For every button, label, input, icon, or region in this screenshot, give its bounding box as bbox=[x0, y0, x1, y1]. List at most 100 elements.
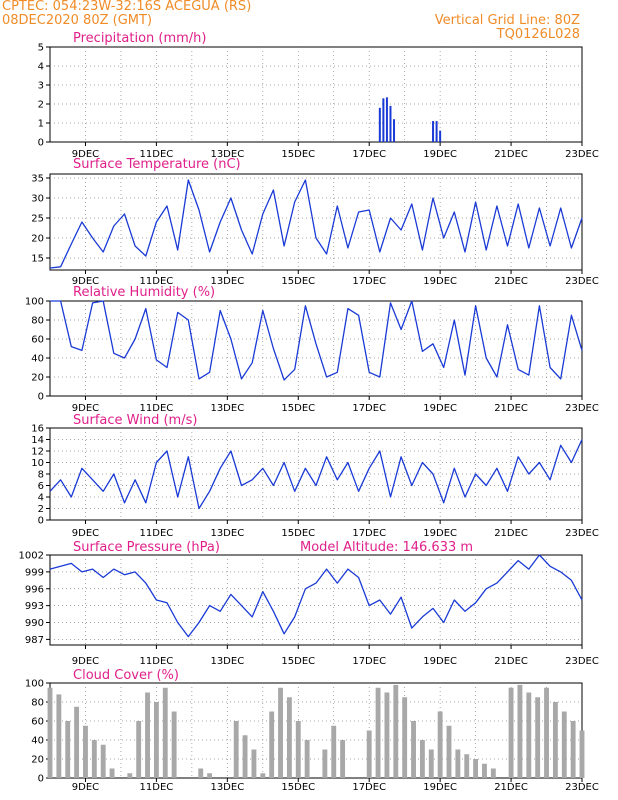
y-tick-label: 60 bbox=[31, 717, 44, 728]
y-tick-label: 20 bbox=[31, 373, 44, 384]
vertical-grid-header: Vertical Grid Line: 80Z bbox=[434, 13, 580, 28]
station-header: CPTEC: 054:23W-32:16S ACEGUA (RS) bbox=[2, 0, 252, 14]
y-tick-label: 2 bbox=[38, 100, 44, 111]
y-tick-label: 4 bbox=[38, 62, 44, 73]
panel-title: Surface Pressure (hPa) bbox=[73, 540, 220, 555]
x-tick-label: 11DEC bbox=[140, 528, 174, 539]
cloud-bar bbox=[393, 684, 399, 778]
x-tick-label: 23DEC bbox=[565, 276, 599, 287]
x-tick-label: 17DEC bbox=[352, 149, 386, 160]
x-tick-label: 11DEC bbox=[140, 276, 174, 287]
x-tick-label: 23DEC bbox=[565, 782, 599, 793]
panel-title: Cloud Cover (%) bbox=[73, 668, 179, 683]
x-tick-label: 21DEC bbox=[494, 528, 528, 539]
x-tick-label: 13DEC bbox=[210, 149, 244, 160]
y-tick-label: 40 bbox=[31, 354, 44, 365]
y-tick-label: 14 bbox=[31, 435, 44, 446]
x-tick-label: 15DEC bbox=[281, 403, 315, 414]
x-tick-label: 9DEC bbox=[72, 149, 99, 160]
x-tick-label: 11DEC bbox=[140, 782, 174, 793]
precip-bar bbox=[432, 121, 435, 142]
panel-title: Surface Wind (m/s) bbox=[73, 413, 197, 428]
cloud-bar bbox=[198, 768, 204, 778]
y-tick-label: 999 bbox=[25, 567, 44, 578]
cloud-bar bbox=[561, 711, 567, 778]
cloud-bar bbox=[100, 744, 106, 778]
x-tick-label: 9DEC bbox=[72, 656, 99, 667]
cloud-bar bbox=[375, 687, 381, 778]
cloud-bar bbox=[473, 759, 479, 778]
cloud-bar bbox=[233, 721, 239, 778]
cloud-bar bbox=[366, 730, 372, 778]
precip-bar bbox=[382, 98, 385, 142]
x-tick-label: 13DEC bbox=[210, 656, 244, 667]
y-tick-label: 100 bbox=[25, 297, 44, 308]
cloud-bar bbox=[508, 687, 514, 778]
series-line bbox=[49, 439, 583, 510]
y-tick-label: 987 bbox=[25, 635, 44, 646]
x-tick-label: 9DEC bbox=[72, 528, 99, 539]
cloud-bar bbox=[47, 687, 53, 778]
y-tick-label: 0 bbox=[38, 392, 44, 403]
precip-bar bbox=[393, 119, 396, 142]
x-tick-label: 13DEC bbox=[210, 403, 244, 414]
y-tick-label: 8 bbox=[38, 470, 44, 481]
cloud-bar bbox=[455, 749, 461, 778]
x-tick-label: 21DEC bbox=[494, 656, 528, 667]
cloud-bar bbox=[535, 697, 541, 778]
x-tick-label: 15DEC bbox=[281, 782, 315, 793]
cloud-bar bbox=[579, 730, 585, 778]
y-tick-label: 1 bbox=[38, 119, 44, 130]
cloud-bar bbox=[544, 687, 549, 778]
y-tick-label: 25 bbox=[31, 214, 44, 225]
cloud-bar bbox=[437, 711, 443, 778]
y-tick-label: 20 bbox=[31, 234, 44, 245]
precip-bar bbox=[435, 121, 438, 142]
cloud-bar bbox=[419, 740, 425, 778]
cloud-bar bbox=[402, 697, 408, 778]
y-tick-label: 990 bbox=[25, 618, 44, 629]
cloud-bar bbox=[56, 694, 62, 778]
cloud-bar bbox=[91, 740, 97, 778]
cloud-bar bbox=[295, 721, 301, 778]
x-tick-label: 21DEC bbox=[494, 149, 528, 160]
y-tick-label: 12 bbox=[31, 447, 44, 458]
y-tick-label: 0 bbox=[38, 138, 44, 149]
cloud-bar bbox=[207, 773, 213, 778]
cloud-bar bbox=[153, 702, 159, 778]
y-tick-label: 60 bbox=[31, 335, 44, 346]
cloud-bar bbox=[127, 773, 133, 778]
x-tick-label: 15DEC bbox=[281, 276, 315, 287]
x-tick-label: 23DEC bbox=[565, 403, 599, 414]
x-tick-label: 19DEC bbox=[423, 403, 457, 414]
y-tick-label: 6 bbox=[38, 481, 44, 492]
y-tick-label: 35 bbox=[31, 174, 44, 185]
cloud-bar bbox=[570, 721, 576, 778]
precip-bar bbox=[439, 130, 442, 142]
panel-frame bbox=[49, 46, 583, 143]
cloud-bar bbox=[65, 721, 71, 778]
x-tick-label: 11DEC bbox=[140, 403, 174, 414]
y-tick-label: 2 bbox=[38, 504, 44, 515]
cloud-bar bbox=[322, 749, 328, 778]
x-tick-label: 17DEC bbox=[352, 656, 386, 667]
cloud-bar bbox=[304, 740, 310, 778]
cloud-bar bbox=[411, 721, 416, 778]
x-tick-label: 19DEC bbox=[423, 149, 457, 160]
panel-title: Surface Temperature (nC) bbox=[73, 157, 241, 172]
cloud-bar bbox=[136, 721, 142, 778]
panel-frame bbox=[49, 173, 583, 271]
y-tick-label: 1002 bbox=[19, 551, 44, 562]
x-tick-label: 17DEC bbox=[352, 403, 386, 414]
x-tick-label: 11DEC bbox=[140, 149, 174, 160]
y-tick-label: 5 bbox=[38, 43, 44, 54]
x-tick-label: 21DEC bbox=[494, 276, 528, 287]
y-tick-label: 0 bbox=[38, 774, 44, 785]
y-tick-label: 3 bbox=[38, 81, 44, 92]
series-line bbox=[49, 179, 583, 269]
panel-frame bbox=[49, 554, 583, 646]
cloud-bar bbox=[464, 754, 470, 778]
cloud-bar bbox=[286, 697, 292, 778]
x-tick-label: 13DEC bbox=[210, 782, 244, 793]
y-tick-label: 30 bbox=[31, 194, 44, 205]
